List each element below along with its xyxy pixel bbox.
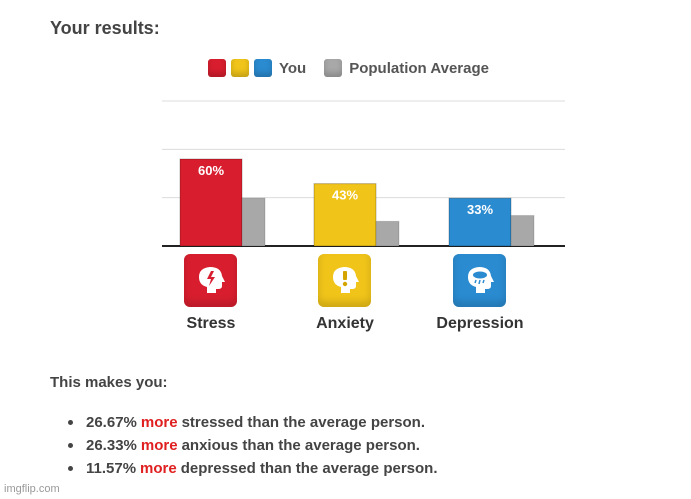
bar-you-stress bbox=[179, 158, 243, 247]
legend-you-label: You bbox=[279, 59, 307, 77]
bar-label-depression: 33% bbox=[467, 202, 493, 217]
legend-avg-label: Population Average bbox=[349, 59, 489, 77]
list-item: 11.57% more depressed than the average p… bbox=[48, 457, 438, 480]
category-label-stress: Stress bbox=[186, 315, 236, 332]
bar-avg-depression bbox=[510, 215, 535, 247]
item-value: 11.57% bbox=[86, 460, 137, 477]
anxiety-icon bbox=[318, 254, 371, 307]
list-item: 26.67% more stressed than the average pe… bbox=[48, 411, 438, 434]
item-keyword: more bbox=[140, 460, 177, 477]
bar-you-depression bbox=[448, 197, 512, 247]
legend-swatch-yellow bbox=[231, 59, 249, 77]
page-title: Your results: bbox=[50, 18, 160, 38]
item-value: 26.67% bbox=[86, 414, 137, 431]
bullet-icon bbox=[68, 443, 73, 448]
bar-label-anxiety: 43% bbox=[332, 188, 358, 203]
category-label-anxiety: Anxiety bbox=[316, 315, 374, 332]
category-label-depression: Depression bbox=[436, 315, 524, 332]
item-keyword: more bbox=[140, 414, 178, 431]
bar-you-anxiety bbox=[313, 183, 377, 247]
stress-icon bbox=[184, 254, 237, 307]
bar-chart: 60% 43% 33% bbox=[162, 100, 565, 247]
item-text: stressed than the average person. bbox=[181, 414, 425, 431]
bullet-icon bbox=[68, 420, 73, 425]
depression-icon bbox=[453, 254, 506, 307]
summary-list: 26.67% more stressed than the average pe… bbox=[48, 411, 438, 480]
bar-avg-anxiety bbox=[375, 220, 400, 247]
chart-legend: You Population Average bbox=[208, 58, 507, 78]
list-item: 26.33% more anxious than the average per… bbox=[48, 434, 438, 457]
watermark: imgflip.com bbox=[4, 483, 60, 495]
item-text: depressed than the average person. bbox=[180, 460, 438, 477]
legend-swatch-blue bbox=[254, 59, 272, 77]
legend-swatch-red bbox=[208, 59, 226, 77]
bar-label-stress: 60% bbox=[198, 163, 224, 178]
item-value: 26.33% bbox=[86, 437, 137, 454]
bullet-icon bbox=[68, 466, 73, 471]
summary-heading: This makes you: bbox=[50, 374, 168, 391]
bar-avg-stress bbox=[241, 197, 266, 247]
item-keyword: more bbox=[140, 437, 178, 454]
item-text: anxious than the average person. bbox=[181, 437, 420, 454]
legend-swatch-gray bbox=[324, 59, 343, 77]
